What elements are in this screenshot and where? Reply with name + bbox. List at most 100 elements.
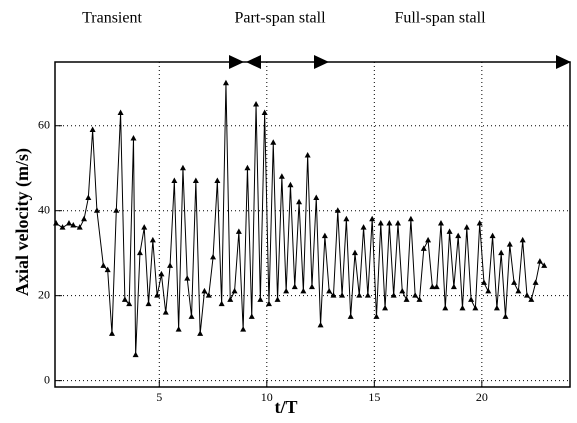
marker xyxy=(334,207,341,213)
marker xyxy=(541,262,548,268)
marker xyxy=(218,300,225,307)
marker xyxy=(502,313,509,319)
marker xyxy=(425,236,432,243)
marker xyxy=(175,326,182,332)
marker xyxy=(141,224,148,230)
marker xyxy=(108,330,115,336)
marker xyxy=(231,287,238,294)
marker xyxy=(321,232,328,239)
marker xyxy=(394,219,401,226)
marker xyxy=(222,79,229,86)
x-axis-label: t/T xyxy=(274,397,297,417)
marker xyxy=(506,241,513,247)
marker xyxy=(317,321,324,328)
y-axis-label: Axial velocity (m/s) xyxy=(12,148,33,296)
marker xyxy=(162,309,169,315)
marker xyxy=(459,304,466,311)
marker xyxy=(493,304,500,311)
marker xyxy=(130,134,137,141)
marker xyxy=(347,313,354,319)
marker xyxy=(235,228,242,234)
marker xyxy=(291,283,298,290)
marker xyxy=(386,219,393,226)
marker xyxy=(437,219,444,226)
marker xyxy=(197,330,204,336)
x-tick-label: 5 xyxy=(156,390,162,404)
data-line xyxy=(55,83,545,356)
marker xyxy=(351,249,358,256)
marker xyxy=(412,292,419,298)
marker xyxy=(65,219,72,226)
marker xyxy=(356,292,363,298)
marker xyxy=(472,304,479,311)
marker xyxy=(382,304,389,311)
marker xyxy=(261,109,268,115)
marker xyxy=(205,292,212,298)
marker xyxy=(117,109,124,115)
marker xyxy=(416,296,423,302)
marker xyxy=(446,228,453,234)
marker xyxy=(463,224,470,230)
marker xyxy=(113,207,120,213)
marker xyxy=(104,266,111,273)
marker xyxy=(455,232,462,239)
marker xyxy=(201,287,208,294)
marker xyxy=(214,177,221,183)
marker xyxy=(480,279,487,285)
marker xyxy=(420,245,427,251)
marker xyxy=(300,287,307,294)
marker xyxy=(257,296,264,302)
marker xyxy=(528,296,535,302)
phase-label: Part-span stall xyxy=(234,10,326,27)
x-tick-label: 15 xyxy=(368,390,380,404)
marker xyxy=(274,296,281,302)
marker xyxy=(126,300,133,307)
marker xyxy=(343,215,350,222)
y-tick-label: 0 xyxy=(44,372,50,386)
marker xyxy=(149,236,156,243)
marker xyxy=(532,279,539,285)
marker xyxy=(468,296,475,302)
marker xyxy=(70,222,77,228)
marker xyxy=(339,292,346,298)
marker xyxy=(59,224,66,230)
x-tick-label: 10 xyxy=(261,390,273,404)
marker xyxy=(390,292,397,298)
marker xyxy=(369,215,376,222)
marker xyxy=(360,224,367,230)
y-tick-label: 40 xyxy=(38,202,50,216)
marker xyxy=(171,177,178,183)
marker xyxy=(240,326,247,332)
marker xyxy=(308,283,315,290)
marker xyxy=(53,219,60,226)
y-tick-label: 20 xyxy=(38,287,50,301)
marker xyxy=(179,164,186,171)
marker xyxy=(519,236,526,243)
marker xyxy=(407,215,414,222)
phase-label: Transient xyxy=(82,10,142,27)
marker xyxy=(403,296,410,302)
marker xyxy=(167,262,174,268)
marker xyxy=(326,287,333,294)
marker xyxy=(270,139,277,145)
marker xyxy=(485,287,492,294)
marker xyxy=(498,249,505,256)
marker xyxy=(476,219,483,226)
y-tick-label: 60 xyxy=(38,117,50,131)
marker xyxy=(287,181,294,188)
marker xyxy=(265,300,272,307)
marker xyxy=(93,207,100,213)
marker xyxy=(85,194,92,200)
marker xyxy=(433,283,440,290)
marker xyxy=(399,287,406,294)
phase-label: Full-span stall xyxy=(394,10,486,27)
marker xyxy=(76,224,83,230)
marker xyxy=(429,283,436,290)
marker xyxy=(304,151,311,158)
marker xyxy=(511,279,518,285)
marker xyxy=(100,262,107,268)
marker xyxy=(377,219,384,226)
x-tick-label: 20 xyxy=(476,390,488,404)
marker xyxy=(132,351,139,358)
